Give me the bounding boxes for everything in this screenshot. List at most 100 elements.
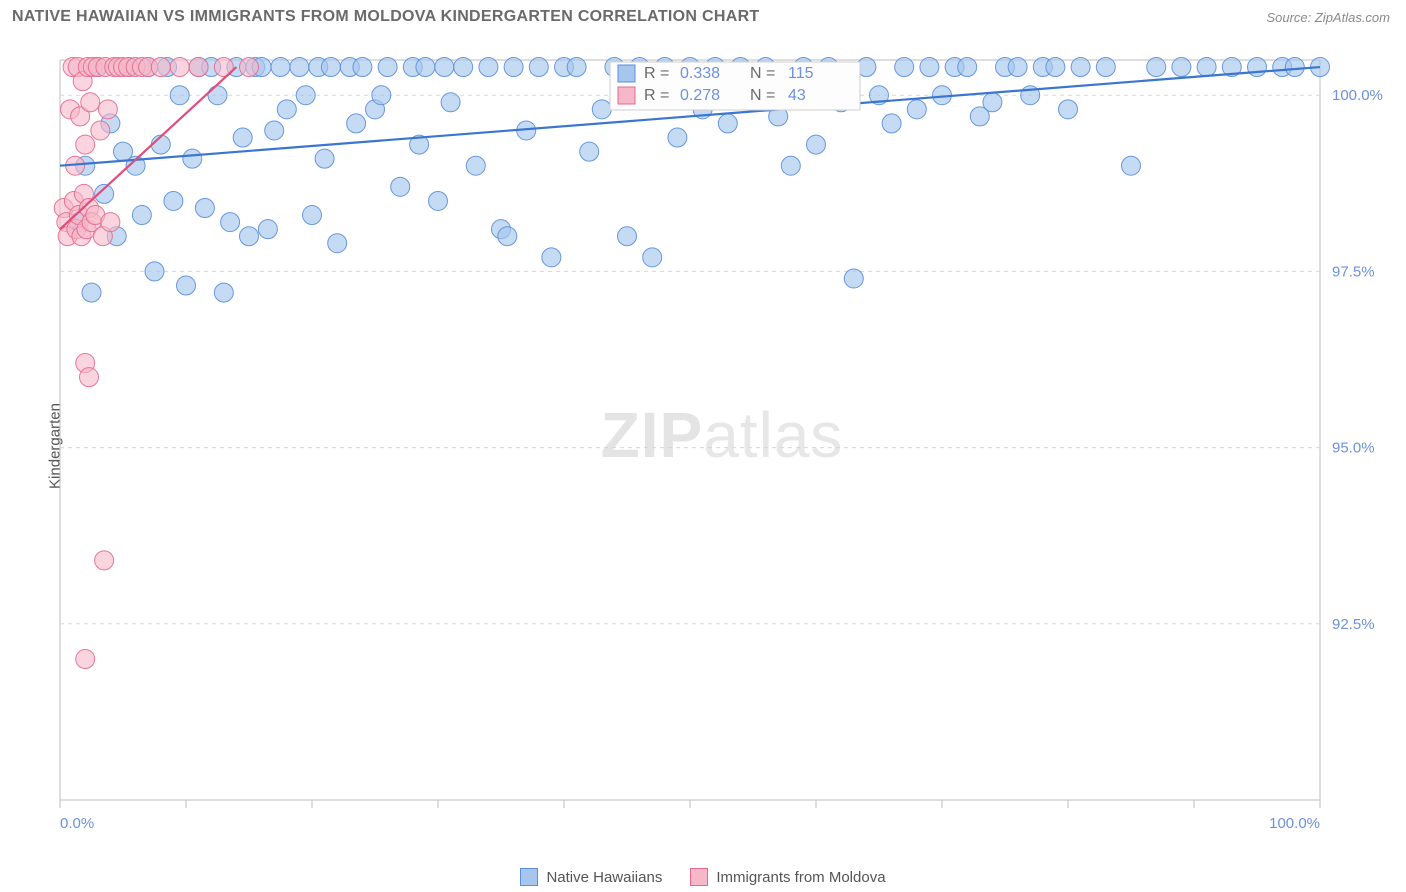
x-tick-label: 100.0% — [1269, 815, 1320, 832]
source-link[interactable]: ZipAtlas.com — [1315, 10, 1390, 25]
point-native-hawaiians — [498, 227, 517, 246]
point-native-hawaiians — [258, 220, 277, 239]
point-native-hawaiians — [643, 248, 662, 267]
point-native-hawaiians — [882, 114, 901, 133]
point-native-hawaiians — [844, 269, 863, 288]
legend-item-native-hawaiians[interactable]: Native Hawaiians — [520, 868, 662, 886]
point-immigrants-moldova — [81, 93, 100, 112]
corr-r-value: 0.338 — [680, 65, 720, 82]
point-native-hawaiians — [435, 58, 454, 77]
point-native-hawaiians — [353, 58, 372, 77]
point-native-hawaiians — [920, 58, 939, 77]
point-immigrants-moldova — [151, 58, 170, 77]
point-native-hawaiians — [907, 100, 926, 119]
point-native-hawaiians — [1147, 58, 1166, 77]
point-native-hawaiians — [183, 149, 202, 168]
point-native-hawaiians — [221, 213, 240, 232]
chart-header: NATIVE HAWAIIAN VS IMMIGRANTS FROM MOLDO… — [0, 0, 1406, 34]
point-native-hawaiians — [240, 227, 259, 246]
corr-r-value: 0.278 — [680, 87, 720, 104]
point-native-hawaiians — [567, 58, 586, 77]
x-tick-label: 0.0% — [60, 815, 94, 832]
point-native-hawaiians — [441, 93, 460, 112]
corr-r-label: R = — [644, 87, 669, 104]
point-immigrants-moldova — [101, 213, 120, 232]
point-native-hawaiians — [296, 86, 315, 105]
point-native-hawaiians — [466, 156, 485, 175]
point-immigrants-moldova — [189, 58, 208, 77]
point-native-hawaiians — [290, 58, 309, 77]
point-native-hawaiians — [895, 58, 914, 77]
scatter-chart: 92.5% 95.0% 97.5% 100.0% 0.0% 100.0% R = 0.338 N… — [50, 50, 1390, 840]
corr-n-value: 115 — [788, 65, 814, 82]
point-immigrants-moldova — [98, 100, 117, 119]
point-immigrants-moldova — [76, 135, 95, 154]
point-native-hawaiians — [1122, 156, 1141, 175]
point-native-hawaiians — [315, 149, 334, 168]
point-native-hawaiians — [1008, 58, 1027, 77]
point-native-hawaiians — [233, 128, 252, 147]
point-native-hawaiians — [265, 121, 284, 140]
point-native-hawaiians — [164, 191, 183, 210]
point-native-hawaiians — [1046, 58, 1065, 77]
point-native-hawaiians — [378, 58, 397, 77]
legend-swatch-blue — [520, 868, 538, 886]
corr-r-label: R = — [644, 65, 669, 82]
corr-n-label: N = — [750, 87, 775, 104]
point-immigrants-moldova — [76, 650, 95, 669]
point-native-hawaiians — [82, 283, 101, 302]
point-immigrants-moldova — [79, 368, 98, 387]
point-native-hawaiians — [347, 114, 366, 133]
point-native-hawaiians — [328, 234, 347, 253]
point-native-hawaiians — [958, 58, 977, 77]
source-prefix: Source: — [1266, 10, 1314, 25]
point-native-hawaiians — [321, 58, 340, 77]
point-native-hawaiians — [1071, 58, 1090, 77]
point-native-hawaiians — [132, 206, 151, 225]
point-native-hawaiians — [271, 58, 290, 77]
y-tick-label: 100.0% — [1332, 87, 1383, 104]
point-native-hawaiians — [580, 142, 599, 161]
corr-swatch — [618, 65, 635, 82]
point-native-hawaiians — [807, 135, 826, 154]
point-native-hawaiians — [1096, 58, 1115, 77]
point-native-hawaiians — [177, 276, 196, 295]
point-native-hawaiians — [303, 206, 322, 225]
point-native-hawaiians — [718, 114, 737, 133]
point-immigrants-moldova — [170, 58, 189, 77]
point-native-hawaiians — [592, 100, 611, 119]
chart-area: ZIPatlas 92.5%95.0%97.5%100.0%0.0%100.0%… — [50, 50, 1394, 852]
point-immigrants-moldova — [95, 551, 114, 570]
point-native-hawaiians — [416, 58, 435, 77]
point-native-hawaiians — [1059, 100, 1078, 119]
point-native-hawaiians — [170, 86, 189, 105]
corr-n-value: 43 — [788, 87, 806, 104]
point-native-hawaiians — [214, 283, 233, 302]
point-native-hawaiians — [145, 262, 164, 281]
point-native-hawaiians — [372, 86, 391, 105]
point-native-hawaiians — [668, 128, 687, 147]
point-native-hawaiians — [195, 199, 214, 218]
point-native-hawaiians — [391, 177, 410, 196]
point-native-hawaiians — [1248, 58, 1267, 77]
legend-swatch-pink — [690, 868, 708, 886]
y-tick-label: 95.0% — [1332, 440, 1375, 457]
point-native-hawaiians — [1172, 58, 1191, 77]
corr-n-label: N = — [750, 65, 775, 82]
point-immigrants-moldova — [240, 58, 259, 77]
chart-legend: Native Hawaiians Immigrants from Moldova — [0, 868, 1406, 886]
chart-source: Source: ZipAtlas.com — [1266, 10, 1390, 25]
point-native-hawaiians — [277, 100, 296, 119]
y-tick-label: 97.5% — [1332, 263, 1375, 280]
point-native-hawaiians — [781, 156, 800, 175]
point-native-hawaiians — [504, 58, 523, 77]
point-native-hawaiians — [542, 248, 561, 267]
chart-title: NATIVE HAWAIIAN VS IMMIGRANTS FROM MOLDO… — [12, 8, 760, 26]
point-native-hawaiians — [479, 58, 498, 77]
corr-swatch — [618, 87, 635, 104]
point-native-hawaiians — [529, 58, 548, 77]
point-immigrants-moldova — [91, 121, 110, 140]
y-tick-label: 92.5% — [1332, 616, 1375, 633]
legend-item-immigrants-moldova[interactable]: Immigrants from Moldova — [690, 868, 885, 886]
point-native-hawaiians — [454, 58, 473, 77]
